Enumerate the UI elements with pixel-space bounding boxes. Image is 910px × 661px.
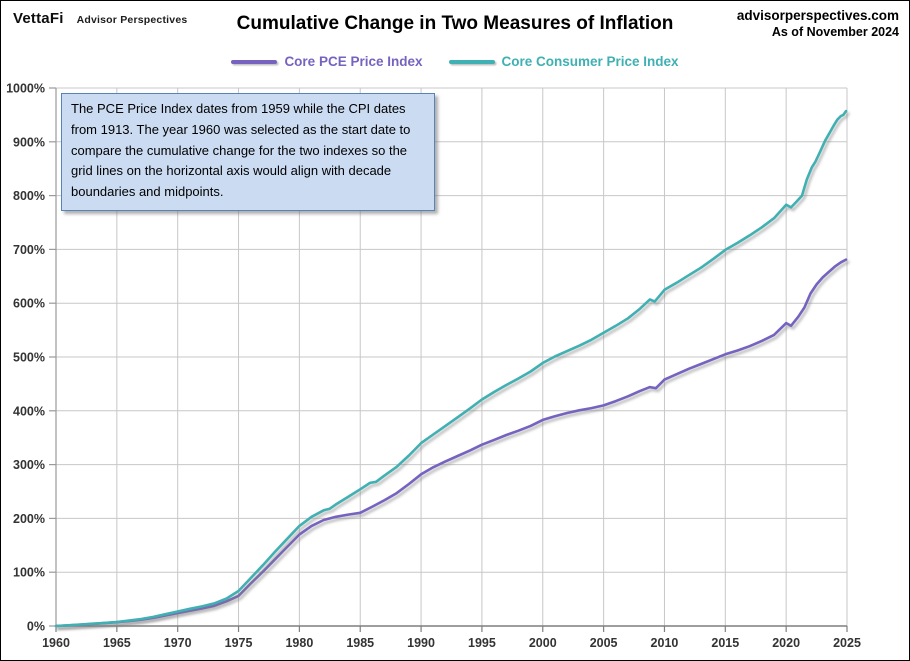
page-title: Cumulative Change in Two Measures of Inf… [236,13,674,34]
y-tick-label: 0% [27,620,45,634]
x-tick-label: 1975 [225,636,253,650]
vettafi-logo: VettaFi Advisor Perspectives [13,10,187,27]
x-tick-label: 2025 [833,636,861,650]
x-tick-label: 1985 [346,636,374,650]
x-tick-label: 2015 [711,636,739,650]
legend-label-core-pce: Core PCE Price Index [284,54,423,69]
chart-legend: Core PCE Price Index Core Consumer Price… [1,54,909,69]
annotation-box: The PCE Price Index dates from 1959 whil… [61,93,435,211]
logo-vettafi-text: VettaFi [13,10,64,27]
source-url: advisorperspectives.com [736,8,899,23]
x-tick-label: 1960 [42,636,70,650]
x-tick-label: 2005 [590,636,618,650]
y-tick-label: 800% [13,189,45,203]
legend-item-core-cpi: Core Consumer Price Index [448,54,679,69]
core-cpi-line-swatch [448,59,495,64]
source-block: advisorperspectives.com As of November 2… [737,8,899,39]
legend-item-core-pce: Core PCE Price Index [231,54,423,69]
series-line-core-consumer-price-index [54,109,848,628]
as-of-date: As of November 2024 [771,25,899,39]
x-tick-label: 2010 [651,636,679,650]
x-tick-label: 1970 [164,636,192,650]
y-tick-label: 500% [13,351,45,365]
x-tick-label: 1995 [468,636,496,650]
series-line-core-pce-price-index [54,258,848,628]
core-pce-line-swatch [231,59,278,64]
y-tick-label: 300% [13,458,45,472]
logo-advisor-perspectives-text: Advisor Perspectives [76,14,188,26]
y-tick-label: 100% [13,566,45,580]
y-tick-label: 1000% [6,82,45,96]
y-tick-label: 200% [13,512,45,526]
legend-label-core-cpi: Core Consumer Price Index [501,54,679,69]
x-tick-label: 1980 [285,636,313,650]
y-tick-label: 400% [13,404,45,418]
x-tick-label: 1990 [407,636,435,650]
y-tick-label: 600% [13,297,45,311]
x-tick-label: 1965 [103,636,131,650]
x-tick-label: 2000 [529,636,557,650]
x-tick-label: 2020 [772,636,800,650]
y-tick-label: 900% [13,135,45,149]
y-tick-label: 700% [13,243,45,257]
